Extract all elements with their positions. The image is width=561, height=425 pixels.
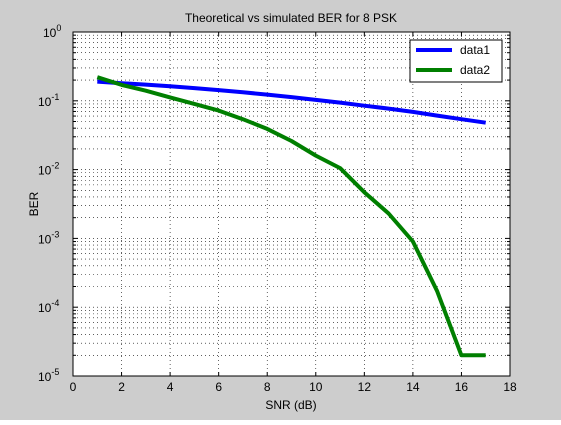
y-axis-label: BER — [27, 191, 41, 216]
plot-frame — [72, 31, 511, 377]
x-tick-label: 0 — [70, 380, 77, 394]
legend: data1 data2 — [409, 39, 503, 83]
grid-lines — [73, 32, 510, 376]
legend-label-data2: data2 — [460, 63, 490, 77]
y-tick-label: 10-2 — [38, 161, 59, 178]
legend-box — [409, 39, 503, 83]
x-tick-label: 12 — [358, 380, 372, 394]
chart-title: Theoretical vs simulated BER for 8 PSK — [185, 11, 397, 25]
y-tick-label: 10-5 — [38, 367, 59, 384]
y-tick-label: 100 — [43, 23, 61, 40]
x-tick-label: 2 — [118, 380, 125, 394]
x-tick-label: 14 — [406, 380, 420, 394]
y-tick-labels: 100 10-1 10-2 10-3 10-4 10-5 — [38, 23, 61, 384]
x-tick-label: 18 — [503, 380, 517, 394]
x-axis-label: SNR (dB) — [265, 398, 316, 412]
series-line-data2 — [96, 75, 486, 358]
x-tick-label: 10 — [309, 380, 323, 394]
y-tick-label: 10-1 — [38, 92, 59, 109]
series-layer — [96, 75, 486, 358]
legend-label-data1: data1 — [460, 43, 490, 57]
x-tick-label: 6 — [215, 380, 222, 394]
x-tick-label: 8 — [264, 380, 271, 394]
series-line-data1 — [97, 79, 486, 125]
x-tick-label: 16 — [455, 380, 469, 394]
x-tick-label: 4 — [167, 380, 174, 394]
y-tick-label: 10-3 — [38, 229, 59, 246]
y-tick-label: 10-4 — [38, 298, 59, 315]
x-tick-labels: 0 2 4 6 8 10 12 14 16 18 — [70, 380, 517, 394]
